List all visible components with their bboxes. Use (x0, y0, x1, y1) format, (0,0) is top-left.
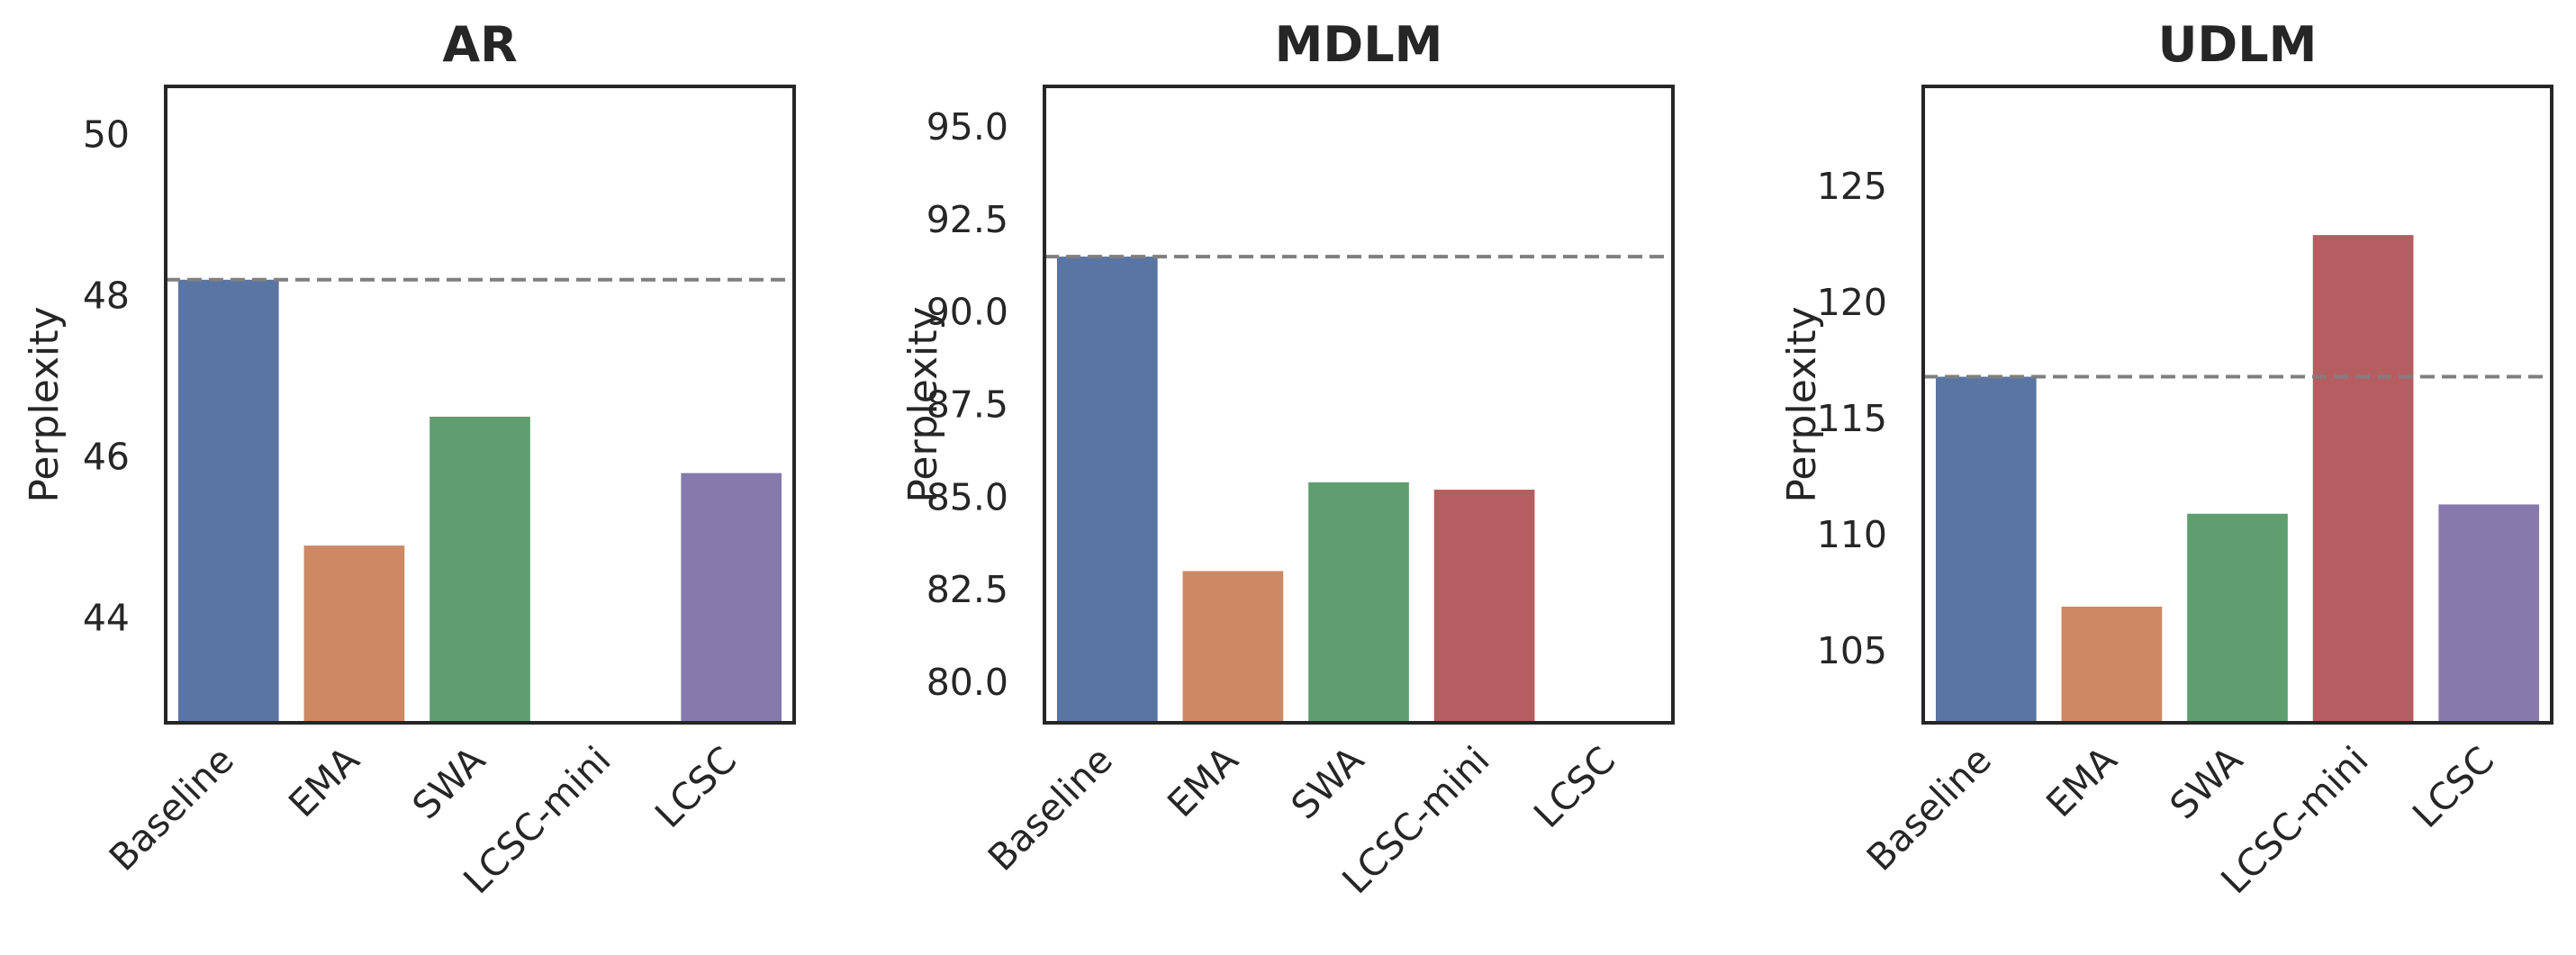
y-tick-label: 115 (1817, 397, 1887, 440)
bar-ema (2061, 606, 2163, 723)
panel-title: AR (442, 16, 517, 73)
y-tick-label: 85.0 (926, 475, 1008, 518)
bar-swa (2187, 513, 2288, 723)
bar-lcsc-mini (1433, 490, 1535, 723)
x-tick-label: EMA (2038, 738, 2125, 825)
y-tick-label: 50 (83, 113, 130, 157)
y-tick-label: 105 (1817, 629, 1887, 672)
y-tick-label: 90.0 (926, 291, 1008, 334)
y-axis-label: Perplexity (22, 306, 68, 502)
y-tick-label: 82.5 (926, 568, 1008, 611)
x-tick-label: LCSC (646, 738, 745, 836)
plot-frame (1043, 85, 1675, 725)
x-tick-label: LCSC (2404, 738, 2502, 836)
bar-swa (429, 416, 530, 723)
panel-ar: AR Perplexity 44 46 48 50 Baseline EMA SWA LCSC… (22, 16, 796, 902)
bar-lcsc (681, 473, 782, 723)
y-tick-label: 48 (83, 275, 130, 318)
panel-udlm: UDLM Perplexity 105 110 115 120 125 Baseline E… (1779, 16, 2553, 902)
plot-frame (1921, 85, 2553, 725)
plot-frame (164, 85, 796, 725)
panel-title: UDLM (2158, 16, 2318, 73)
y-tick-label: 80.0 (926, 661, 1008, 704)
bar-baseline (1935, 376, 2037, 723)
panel-title: MDLM (1275, 16, 1443, 73)
y-tick-label: 46 (83, 436, 130, 479)
x-tick-label: SWA (404, 738, 493, 827)
y-tick-label: 87.5 (926, 383, 1008, 427)
y-tick-label: 92.5 (926, 198, 1008, 241)
y-tick-label: 125 (1817, 165, 1887, 208)
x-tick-label: EMA (280, 738, 367, 825)
bar-lcsc-mini (2312, 235, 2414, 723)
x-tick-label: SWA (1283, 738, 1372, 827)
bar-ema (1182, 571, 1284, 723)
y-tick-label: 110 (1817, 513, 1887, 556)
panel-mdlm: MDLM Perplexity 80.0 82.5 85.0 87.5 90.0 92.5… (900, 16, 1675, 902)
x-tick-label: SWA (2162, 738, 2251, 827)
bar-ema (303, 545, 405, 723)
y-tick-label: 44 (83, 597, 130, 640)
y-tick-label: 120 (1817, 281, 1887, 324)
bar-swa (1308, 482, 1409, 723)
y-axis-label: Perplexity (1779, 306, 1825, 502)
x-tick-label: Baseline (980, 738, 1121, 879)
y-axis-label: Perplexity (900, 306, 946, 502)
bar-baseline (177, 279, 279, 723)
y-tick-label: 95.0 (926, 105, 1008, 149)
x-tick-label: EMA (1159, 738, 1246, 825)
bar-lcsc (2438, 504, 2540, 723)
x-tick-label: LCSC (1525, 738, 1623, 836)
x-tick-label: Baseline (101, 738, 242, 879)
x-tick-label: Baseline (1858, 738, 2000, 879)
bar-baseline (1056, 257, 1158, 723)
